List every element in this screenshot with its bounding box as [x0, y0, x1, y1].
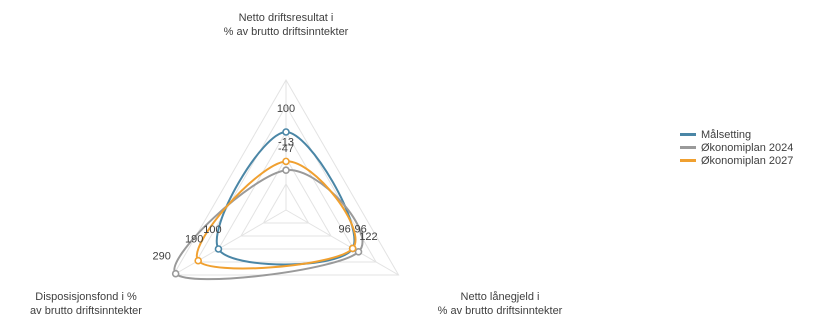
legend-label: Målsetting	[701, 128, 752, 141]
legend-item-malsetting: Målsetting	[680, 128, 793, 141]
legend-swatch	[680, 146, 696, 149]
data-label: 96	[355, 223, 367, 235]
data-point	[282, 166, 290, 175]
data-point	[282, 157, 290, 166]
series-line	[195, 160, 357, 270]
grid-ring	[262, 183, 310, 224]
legend-swatch	[680, 159, 696, 162]
grid-ring	[240, 157, 332, 237]
legend-label: Økonomiplan 2027	[701, 154, 794, 167]
data-point	[194, 256, 202, 265]
data-label: -47	[278, 143, 294, 155]
radar-grid	[172, 79, 400, 276]
series-line	[173, 169, 364, 281]
data-label: 290	[152, 251, 170, 263]
data-label: 190	[185, 234, 203, 246]
data-point	[171, 269, 180, 278]
grid-ring	[217, 131, 355, 250]
data-point	[348, 244, 357, 253]
data-labels: 100 96 100 -47 122 290 -13 96 190	[152, 103, 377, 263]
axis-title-top: Netto driftsresultat i % av brutto drift…	[223, 12, 349, 38]
legend-label: Økonomiplan 2024	[701, 141, 794, 154]
grid-ring	[195, 105, 377, 263]
axis-title-left: Disposisjonsfond i % av brutto driftsinn…	[30, 291, 142, 317]
legend-swatch	[680, 133, 696, 136]
data-label: 100	[203, 224, 221, 236]
legend-item-okonomiplan-2024: Økonomiplan 2024	[680, 141, 793, 154]
grid-spoke	[173, 209, 287, 276]
grid-ring	[172, 79, 400, 276]
data-label: 96	[339, 223, 351, 235]
data-point	[282, 128, 290, 136]
data-label: -13	[278, 136, 294, 148]
legend-item-okonomiplan-2027: Økonomiplan 2027	[680, 154, 793, 167]
data-point	[214, 245, 223, 253]
chart-legend: Målsetting Økonomiplan 2024 Økonomiplan …	[680, 128, 793, 167]
series-lines	[171, 128, 364, 281]
grid-spoke	[285, 209, 399, 276]
series-line	[215, 130, 356, 266]
axis-title-right: Netto lånegjeld i % av brutto driftsinnt…	[437, 291, 563, 317]
data-point	[354, 248, 363, 256]
data-label: 122	[359, 231, 377, 243]
data-label: 100	[277, 103, 295, 115]
